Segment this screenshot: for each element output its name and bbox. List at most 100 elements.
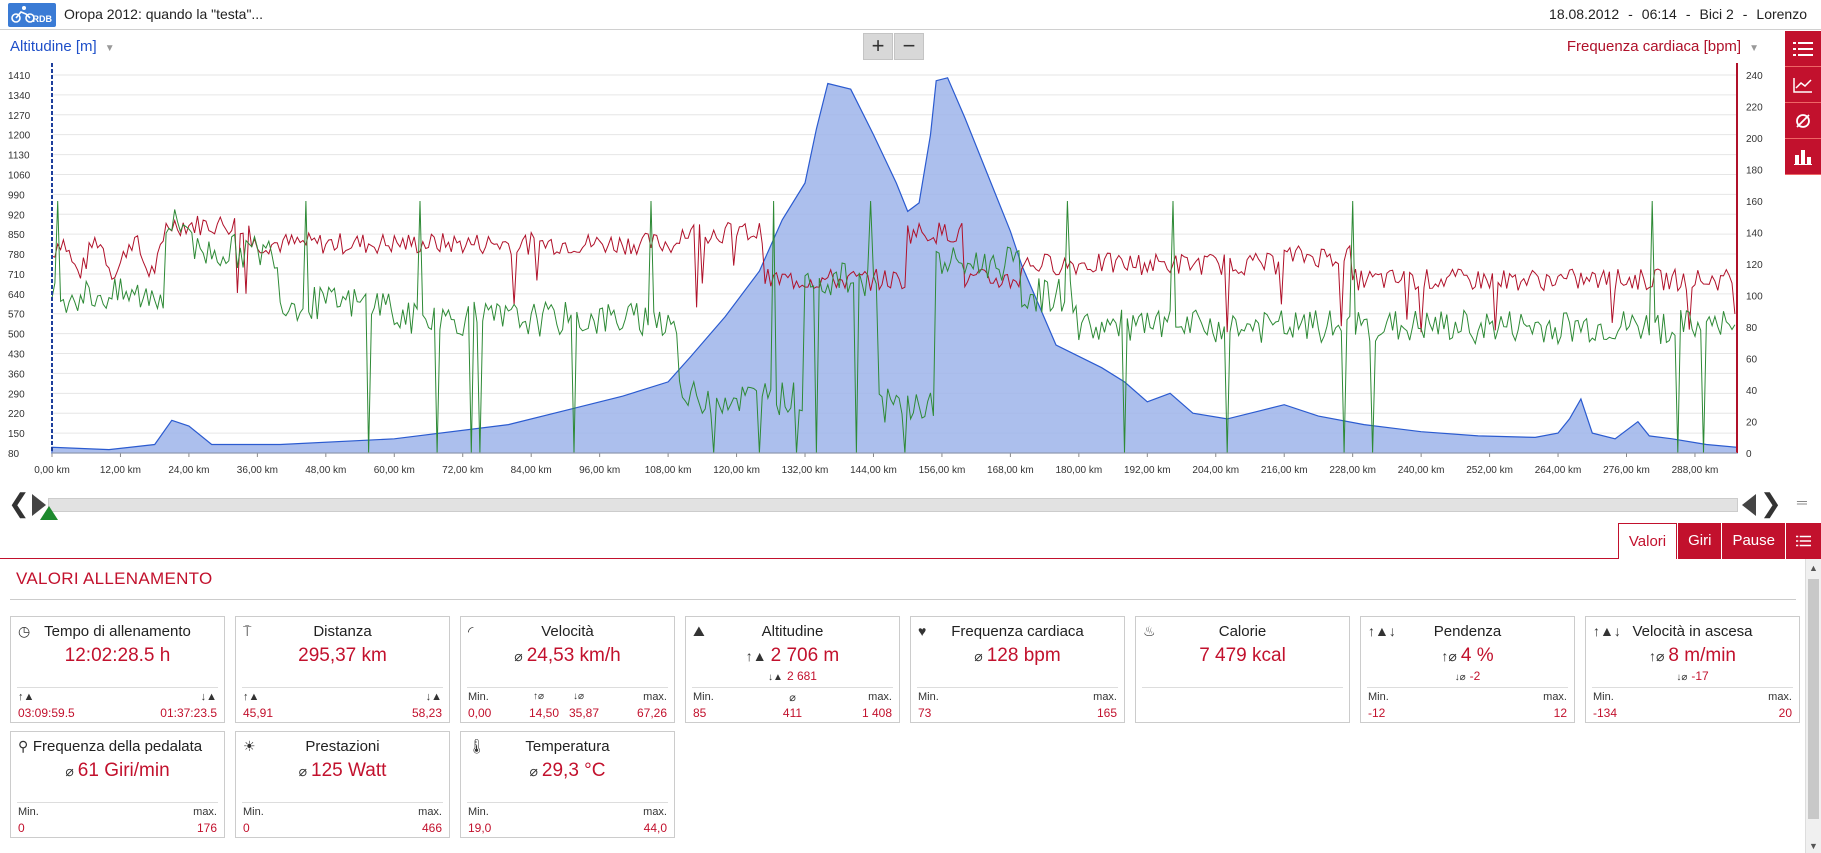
app-logo[interactable]: RDB xyxy=(8,3,56,27)
scroll-down-icon[interactable]: ▼ xyxy=(1809,841,1818,851)
right-tick-label: 160 xyxy=(1746,197,1763,208)
left-tick-label: 1340 xyxy=(8,91,31,102)
zoom-in-button[interactable]: + xyxy=(863,33,893,60)
scroll-up-icon[interactable]: ▲ xyxy=(1809,563,1818,573)
x-tick-label: 84,00 km xyxy=(511,465,552,476)
collapse-icon[interactable]: ═ xyxy=(1797,494,1807,510)
right-tick-label: 0 xyxy=(1746,449,1752,460)
left-tick-label: 360 xyxy=(8,369,25,380)
range-end-handle[interactable] xyxy=(1742,494,1756,516)
max-label: max. xyxy=(1543,691,1567,703)
max-value: 165 xyxy=(1096,706,1117,720)
left-axis-title: Altitudine [m] xyxy=(10,38,97,55)
min-label: Min. xyxy=(1368,691,1389,703)
uphill-avg-value: 14,50 xyxy=(529,706,560,720)
card-value: ↑▲ 2 706 m xyxy=(686,645,899,667)
divider xyxy=(467,687,668,688)
downhill-avg-icon: ↓⌀ xyxy=(573,691,585,702)
right-tick-label: 200 xyxy=(1746,134,1763,145)
min-label: Min. xyxy=(468,691,489,703)
left-tick-label: 430 xyxy=(8,350,25,361)
scroll-left-button[interactable]: ❮ xyxy=(8,488,30,518)
workout-meta: 18.08.2012 - 06:14 - Bici 2 - Lorenzo xyxy=(1549,6,1807,22)
left-tick-label: 570 xyxy=(8,310,25,321)
left-axis-selector[interactable]: Altitudine [m] ▼ xyxy=(10,38,115,55)
min-label: Min. xyxy=(918,691,939,703)
max-label: max. xyxy=(418,806,442,818)
card-title: Frequenza della pedalata xyxy=(32,738,203,755)
average-icon: ⌀ xyxy=(298,763,308,779)
average-icon: ⌀ xyxy=(529,763,538,779)
card-distanza: ⍑ Distanza 295,37 km ↑▲ ↓▲ 45,91 58,23 xyxy=(235,616,450,723)
line-chart-button[interactable] xyxy=(1785,67,1821,103)
max-value: 1 408 xyxy=(861,706,892,720)
card-title: Velocità xyxy=(541,623,594,640)
divider xyxy=(17,687,218,688)
average-icon: ⌀ xyxy=(789,692,796,704)
average-icon: ⌀ xyxy=(65,763,74,779)
list-view-button[interactable] xyxy=(1785,31,1821,67)
position-marker[interactable] xyxy=(40,506,58,520)
scrollbar-thumb[interactable] xyxy=(1808,579,1819,819)
range-track[interactable] xyxy=(48,498,1738,512)
left-tick-label: 1200 xyxy=(8,131,31,142)
app-header: RDB Oropa 2012: quando la "testa"... 18.… xyxy=(0,0,1821,30)
card-calorie: ♨ Calorie 7 479 kcal xyxy=(1135,616,1350,723)
left-tick-label: 1060 xyxy=(8,170,31,181)
list-icon xyxy=(1793,41,1813,56)
tab-giri[interactable]: Giri xyxy=(1677,523,1722,559)
card-title: Tempo di allenamento xyxy=(44,623,191,640)
card-tempo: ◷ Tempo di allenamento 12:02:28.5 h ↑▲ ↓… xyxy=(10,616,225,723)
tab-valori[interactable]: Valori xyxy=(1617,523,1678,559)
heart-rate-line xyxy=(51,215,1736,333)
card-title: Temperatura xyxy=(525,738,610,755)
min-value: 0,00 xyxy=(468,706,492,720)
card-value-text: 8 m/min xyxy=(1668,645,1736,666)
list-icon xyxy=(1796,535,1811,547)
min-label: Min. xyxy=(243,806,264,818)
meta-separator: - xyxy=(1628,6,1633,22)
downhill-icon: ↓▲ xyxy=(425,691,442,703)
workout-title: Oropa 2012: quando la "testa"... xyxy=(64,6,264,22)
right-axis-selector[interactable]: Frequenza cardiaca [bpm] ▼ xyxy=(1567,38,1759,55)
uphill-avg-icon: ↑⌀ xyxy=(1648,648,1665,664)
max-label: max. xyxy=(1768,691,1792,703)
x-tick-label: 120,00 km xyxy=(713,465,760,476)
average-button[interactable] xyxy=(1785,103,1821,139)
average-icon: ⌀ xyxy=(974,648,983,664)
training-chart[interactable]: 1410134012701200113010609909208507807106… xyxy=(0,31,1785,484)
downhill-avg-icon: ↓⌀ xyxy=(1454,672,1466,683)
card-value: 295,37 km xyxy=(298,645,387,666)
values-panel: VALORI ALLENAMENTO ◷ Tempo di allenament… xyxy=(0,559,1805,853)
uphill-icon: ↑▲ xyxy=(243,691,260,703)
scroll-right-button[interactable]: ❯ xyxy=(1760,488,1782,518)
chart-area[interactable]: 1410 1340 1270 1200 1130 1060 990 920 850 780 710 6… xyxy=(0,31,1785,484)
min-value: 19,0 xyxy=(468,821,492,835)
average-icon xyxy=(1796,113,1810,128)
x-tick-label: 180,00 km xyxy=(1055,465,1102,476)
x-tick-label: 168,00 km xyxy=(987,465,1034,476)
x-tick-label: 96,00 km xyxy=(579,465,620,476)
speedometer-icon: ◜ xyxy=(468,623,474,639)
tab-pause[interactable]: Pause xyxy=(1721,523,1785,559)
panel-tabs: Valori Giri Pause xyxy=(1617,523,1821,559)
chevron-down-icon: ▼ xyxy=(104,43,115,54)
uphill-distance: 45,91 xyxy=(243,706,274,720)
panel-scrollbar[interactable]: ▲ ▼ xyxy=(1805,559,1821,853)
bar-chart-button[interactable] xyxy=(1785,139,1821,175)
downhill-avg-value: 35,87 xyxy=(569,706,600,720)
avg-value: 411 xyxy=(782,706,803,720)
divider xyxy=(467,802,668,803)
card-subvalue: ↓▲ 2 681 xyxy=(686,669,899,683)
bulb-icon: ☀ xyxy=(243,738,256,754)
max-label: max. xyxy=(868,691,892,703)
card-value-text: 24,53 km/h xyxy=(526,645,621,666)
card-subvalue: ↓⌀ -2 xyxy=(1361,669,1574,683)
divider xyxy=(17,802,218,803)
card-value: ⌀ 125 Watt xyxy=(236,760,449,782)
zoom-out-button[interactable]: − xyxy=(894,33,924,60)
bar-chart-icon xyxy=(1794,149,1812,165)
max-label: max. xyxy=(193,806,217,818)
card-pendenza: ↑▲↓ Pendenza ↑⌀ 4 % ↓⌀ -2 Min. max. -12 12 xyxy=(1360,616,1575,723)
panel-menu-button[interactable] xyxy=(1785,523,1821,559)
